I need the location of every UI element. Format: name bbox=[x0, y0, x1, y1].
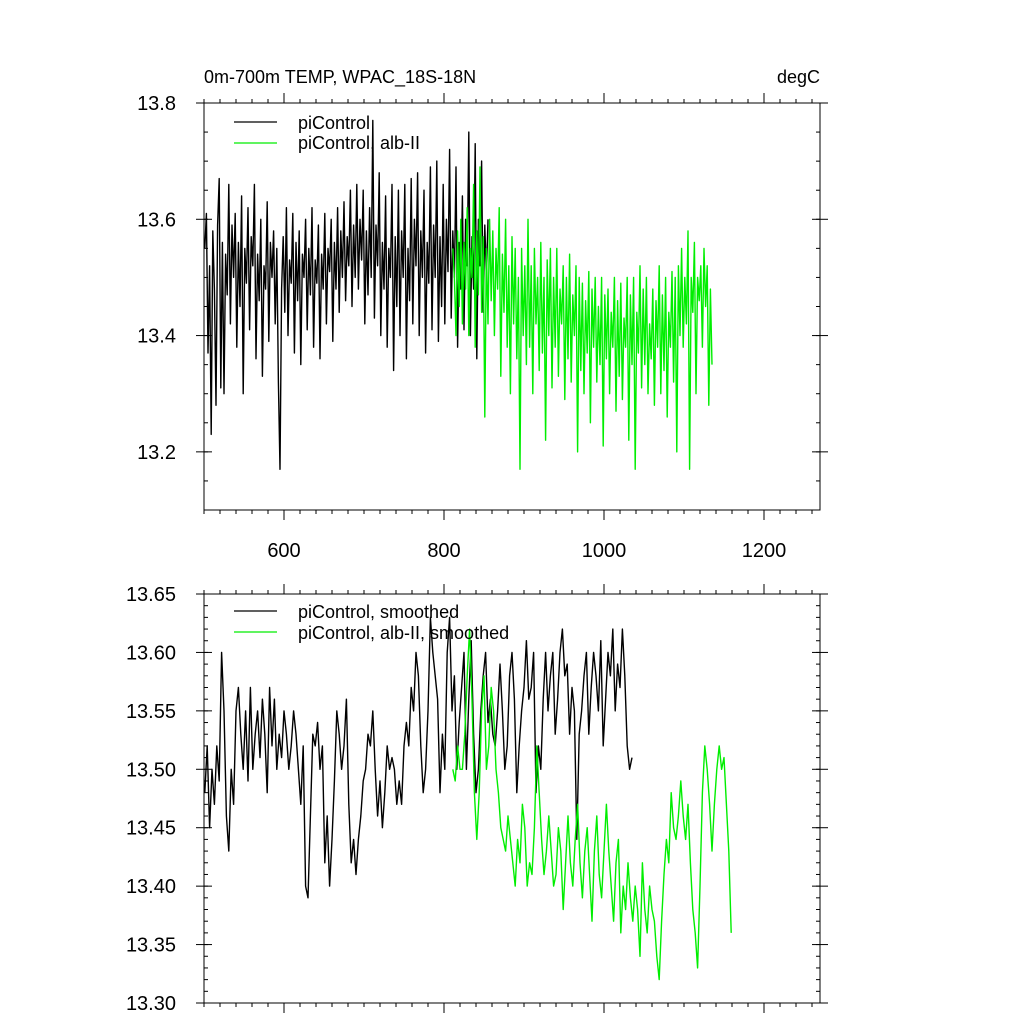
bottom-y-tick-label: 13.55 bbox=[126, 701, 176, 723]
top-plot-frame bbox=[203, 102, 821, 511]
top-series-line-alb-ii bbox=[452, 166, 713, 470]
top-series-lines bbox=[204, 119, 713, 470]
units-label: degC bbox=[777, 67, 820, 87]
top-y-tick-label: 13.2 bbox=[137, 442, 176, 464]
bottom-y-tick-label: 13.45 bbox=[126, 818, 176, 840]
bottom-y-tick-label: 13.65 bbox=[126, 584, 176, 606]
top-x-tick-label: 1200 bbox=[742, 540, 787, 562]
top-y-tick-label: 13.8 bbox=[137, 93, 176, 115]
bottom-y-tick-label: 13.60 bbox=[126, 642, 176, 664]
top-x-tick-label: 800 bbox=[427, 540, 460, 562]
top-panel: 13.2 13.4 13.6 13.8 600 800 1000 1200 piControl… bbox=[137, 93, 828, 562]
bottom-legend-label-picontrol: piControl, smoothed bbox=[298, 602, 459, 622]
bottom-legend-label-alb: piControl, alb-II, smoothed bbox=[298, 623, 509, 643]
top-series-line-picontrol bbox=[204, 119, 489, 470]
top-y-tick-label: 13.6 bbox=[137, 209, 176, 231]
bottom-legend: piControl, smoothed piControl, alb-II, s… bbox=[234, 602, 509, 643]
bottom-panel: 13.30 13.35 13.40 13.45 13.50 13.55 13.60 13.65… bbox=[126, 584, 828, 1015]
bottom-y-tick-label: 13.50 bbox=[126, 759, 176, 781]
bottom-plot-frame bbox=[203, 593, 821, 1004]
bottom-y-tick-label: 13.40 bbox=[126, 876, 176, 898]
top-y-tick-label: 13.4 bbox=[137, 326, 176, 348]
bottom-series-line-alb-ii bbox=[452, 628, 732, 981]
top-legend-label-picontrol: piControl bbox=[298, 113, 370, 133]
bottom-series-lines bbox=[204, 616, 732, 981]
top-ticks: 13.2 13.4 13.6 13.8 600 800 1000 1200 bbox=[137, 93, 828, 562]
top-x-tick-label: 1000 bbox=[582, 540, 627, 562]
bottom-series-line-picontrol bbox=[204, 616, 633, 899]
chart-title: 0m-700m TEMP, WPAC_18S-18N bbox=[204, 67, 476, 88]
bottom-y-tick-label: 13.30 bbox=[126, 993, 176, 1015]
top-legend: piControl piControl, alb-II bbox=[234, 113, 420, 153]
top-legend-label-alb: piControl, alb-II bbox=[298, 133, 420, 153]
top-x-tick-label: 600 bbox=[267, 540, 300, 562]
bottom-y-tick-label: 13.35 bbox=[126, 935, 176, 957]
bottom-ticks: 13.30 13.35 13.40 13.45 13.50 13.55 13.60 13.65 bbox=[126, 584, 828, 1015]
